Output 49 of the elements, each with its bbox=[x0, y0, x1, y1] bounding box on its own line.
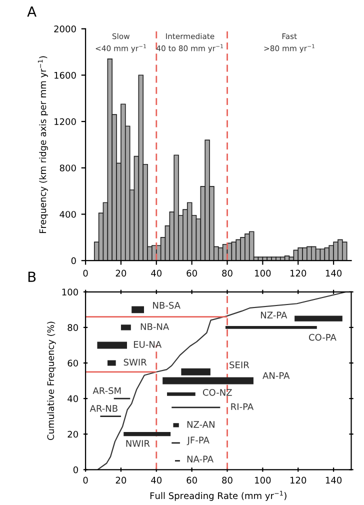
annotation: NZ-AN bbox=[187, 421, 214, 428]
x-tick-label: 120 bbox=[290, 476, 306, 484]
annotation: SEIR bbox=[230, 361, 250, 368]
y-tick-label: 1200 bbox=[54, 118, 76, 126]
y-tick-label: 40 bbox=[68, 395, 78, 402]
annotation: NZ-PA bbox=[261, 312, 288, 318]
x-tick-label: 100 bbox=[255, 476, 271, 484]
annotation: CO-PA bbox=[308, 334, 336, 341]
y-tick-label: 2000 bbox=[54, 26, 76, 32]
annotation: AR-SM bbox=[92, 387, 121, 394]
y-tick-label: 1600 bbox=[54, 72, 76, 79]
x-tick-label: 60 bbox=[186, 476, 197, 484]
annotation: CO-NZ bbox=[202, 389, 232, 396]
x-tick-label: 0 bbox=[83, 476, 88, 484]
y-tick-label: 20 bbox=[68, 430, 78, 438]
y-tick-label: 800 bbox=[60, 164, 76, 172]
x-tick-label: 0 bbox=[83, 270, 88, 277]
y-tick-label: 80 bbox=[68, 324, 78, 331]
x-tick-label: 40 bbox=[151, 270, 162, 277]
chart-title: B bbox=[28, 272, 36, 282]
x-tick-label: 120 bbox=[290, 270, 306, 277]
y-axis-title: Cumulative Frequency (%) bbox=[47, 322, 56, 440]
y-tick-label: 0 bbox=[73, 466, 78, 474]
x-tick-label: 20 bbox=[116, 270, 126, 277]
y-tick-label: 60 bbox=[68, 360, 78, 367]
annotation: SWIR bbox=[124, 358, 147, 366]
y-tick-label: 0 bbox=[71, 257, 76, 264]
annotation: JF-PA bbox=[186, 436, 210, 446]
y-tick-label: 100 bbox=[62, 288, 78, 296]
annotation: RI-PA bbox=[231, 403, 254, 410]
x-tick-label: 140 bbox=[326, 476, 342, 484]
x-tick-label: 60 bbox=[186, 270, 197, 277]
x-tick-label: 40 bbox=[151, 476, 162, 484]
annotation: NWIR bbox=[126, 440, 150, 447]
annotation: NB-SA bbox=[153, 302, 180, 309]
y-axis-title: Frequency (km ridge axis per mm yr$^{−1}$) bbox=[38, 56, 48, 233]
annotation: NB-NA bbox=[140, 323, 170, 330]
annotation: AR-NB bbox=[90, 405, 118, 412]
annotation: AN-PA bbox=[262, 372, 290, 379]
x-tick-label: 80 bbox=[222, 270, 232, 277]
y-tick-label: 400 bbox=[60, 210, 76, 218]
annotation: EU-NA bbox=[134, 341, 162, 348]
x-axis-title: Full Spreading Rate (mm yr$^{−1}$) bbox=[150, 490, 286, 501]
x-tick-label: 20 bbox=[116, 476, 126, 484]
chart-title: A bbox=[27, 6, 36, 17]
annotation: NA-PA bbox=[187, 456, 214, 462]
x-tick-label: 100 bbox=[255, 270, 271, 277]
x-tick-label: 80 bbox=[222, 476, 232, 484]
x-tick-label: 140 bbox=[326, 270, 342, 277]
